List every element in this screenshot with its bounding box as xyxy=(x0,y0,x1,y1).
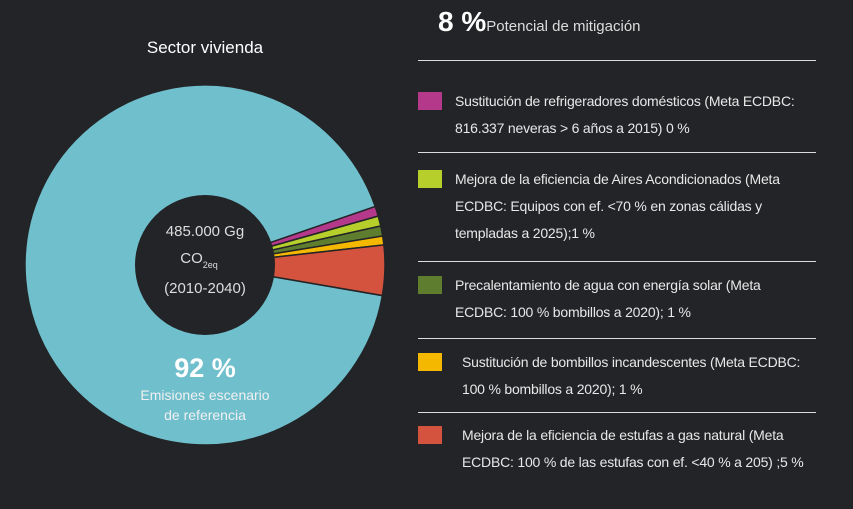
line: de referencia xyxy=(164,407,246,423)
separator xyxy=(418,338,816,339)
legend-text: Mejora de la eficiencia de estufas a gas… xyxy=(462,427,804,470)
reference-label: 92 % xyxy=(174,353,236,383)
legend-swatch xyxy=(418,170,442,188)
legend-text: Precalentamiento de agua con energía sol… xyxy=(455,277,761,320)
separator xyxy=(418,412,816,413)
reference-text: Emisiones escenario de referencia xyxy=(140,387,269,423)
mitigation-text: Potencial de mitigación xyxy=(486,18,641,35)
separator xyxy=(418,152,816,153)
separator xyxy=(418,60,816,61)
line: Emisiones escenario xyxy=(140,387,269,403)
mitigation-header: 8 %Potencial de mitigación xyxy=(438,6,641,38)
separator xyxy=(418,261,816,262)
legend-text: Mejora de la eficiencia de Aires Acondic… xyxy=(455,171,780,241)
legend-swatch xyxy=(418,426,442,444)
donut-hole xyxy=(135,195,275,335)
legend-text: Sustitución de refrigeradores domésticos… xyxy=(455,93,795,136)
legend-swatch xyxy=(418,92,442,110)
legend-swatch xyxy=(418,353,442,371)
mitigation-label: 8 % xyxy=(438,6,487,37)
legend-swatch xyxy=(418,276,442,294)
legend-text: Sustitución de bombillos incandescentes … xyxy=(462,354,801,397)
unit: CO xyxy=(180,250,203,267)
unit-sub: 2eq xyxy=(203,260,218,270)
chart-title: Sector vivienda xyxy=(147,38,264,57)
center-text: 485.000 Gg xyxy=(166,223,244,240)
center-unit: CO2eq xyxy=(180,250,218,270)
center-text: (2010-2040) xyxy=(164,280,246,297)
